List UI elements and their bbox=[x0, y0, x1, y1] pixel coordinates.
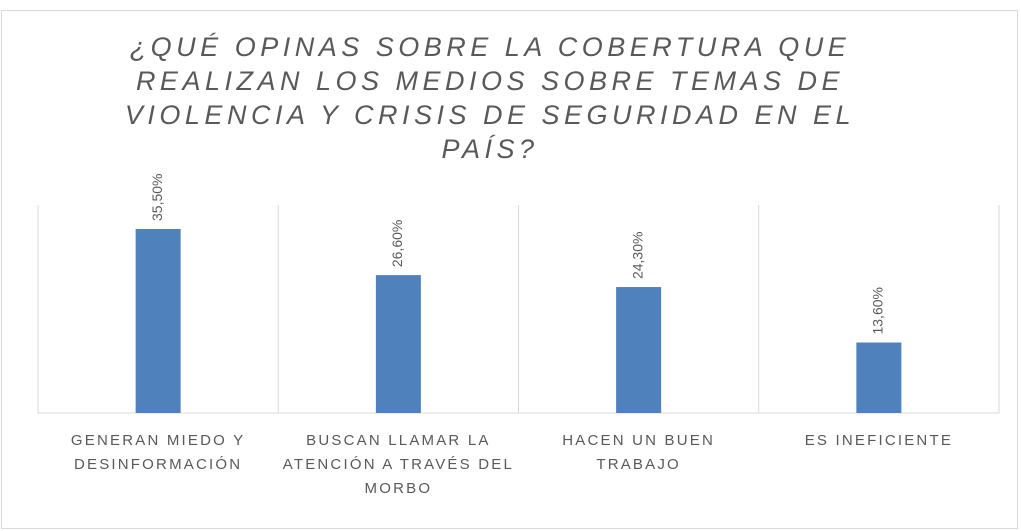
data-label: 26,60% bbox=[389, 220, 405, 267]
x-tick-label: HACEN UN BUEN TRABAJO bbox=[562, 432, 716, 473]
bar bbox=[616, 287, 662, 413]
x-tick-label: ES INEFICIENTE bbox=[804, 432, 954, 449]
chart-title: ¿QUÉ OPINAS SOBRE LA COBERTURA QUE REALI… bbox=[124, 32, 856, 164]
data-label: 24,30% bbox=[629, 232, 645, 279]
x-tick-label: BUSCAN LLAMAR LA ATENCIÓN A TRAVÉS DEL M… bbox=[282, 432, 514, 497]
data-label: 13,60% bbox=[870, 287, 886, 334]
chart-border bbox=[1, 10, 1018, 529]
bar bbox=[135, 229, 181, 413]
data-label: 35,50% bbox=[149, 174, 165, 221]
x-tick-label: GENERAN MIEDO Y DESINFORMACIÓN bbox=[70, 432, 246, 473]
bar bbox=[856, 342, 902, 413]
bar bbox=[375, 275, 421, 413]
